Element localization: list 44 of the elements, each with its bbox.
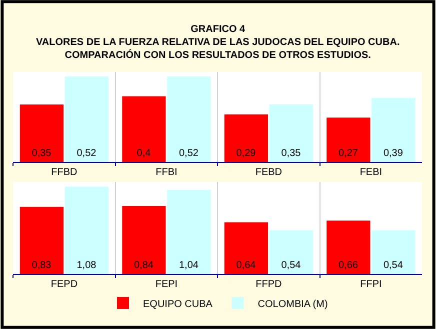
data-label: 0,35 — [32, 148, 52, 159]
data-label: 0,83 — [32, 260, 52, 271]
bar — [372, 230, 416, 274]
data-label: 0,39 — [383, 148, 404, 159]
bar — [167, 76, 211, 162]
x-tick-label: FEBI — [360, 167, 382, 178]
x-tick-label: FEPD — [50, 279, 78, 290]
bar — [64, 76, 109, 162]
data-label: 0,35 — [281, 148, 302, 159]
bar — [122, 96, 166, 162]
legend-label: EQUIPO CUBA — [143, 298, 213, 310]
x-tick-label: FFPD — [256, 279, 282, 290]
x-tick-label: FFBD — [51, 167, 78, 178]
data-label: 0,4 — [136, 148, 152, 159]
bar — [326, 220, 370, 274]
x-tick-label: FFPI — [360, 279, 382, 290]
data-label: 0,64 — [236, 260, 256, 271]
bar — [20, 206, 64, 274]
bar — [372, 98, 416, 162]
bar — [326, 118, 370, 162]
data-label: 0,54 — [383, 260, 404, 271]
bar — [224, 114, 268, 162]
bar — [269, 104, 313, 162]
data-label: 0,27 — [338, 148, 358, 159]
x-tick-label: FFBI — [156, 167, 178, 178]
data-label: 1,04 — [178, 260, 199, 271]
data-label: 0,84 — [134, 260, 154, 271]
legend-label: COLOMBIA (M) — [258, 298, 328, 310]
data-label: 0,66 — [338, 260, 358, 271]
data-label: 0,29 — [236, 148, 256, 159]
bar — [20, 104, 64, 162]
chart-title: GRAFICO 4 — [190, 24, 246, 35]
chart-subtitle: VALORES DE LA FUERZA RELATIVA DE LAS JUDOCAS DEL EQUIPO CUBA. COMPARACIÓN CON LOS RESULTADOS DE OTROS ESTUDIOS. — [36, 37, 400, 61]
bar — [224, 222, 268, 274]
bar — [64, 186, 109, 274]
bar — [167, 190, 211, 274]
data-label: 0,54 — [281, 260, 302, 271]
x-tick-label: FEBD — [255, 167, 282, 178]
bar — [122, 206, 166, 274]
x-tick-label: FEPI — [155, 279, 178, 290]
data-label: 0,52 — [178, 148, 199, 159]
bar — [269, 230, 313, 274]
data-label: 1,08 — [76, 260, 97, 271]
data-label: 0,52 — [76, 148, 97, 159]
